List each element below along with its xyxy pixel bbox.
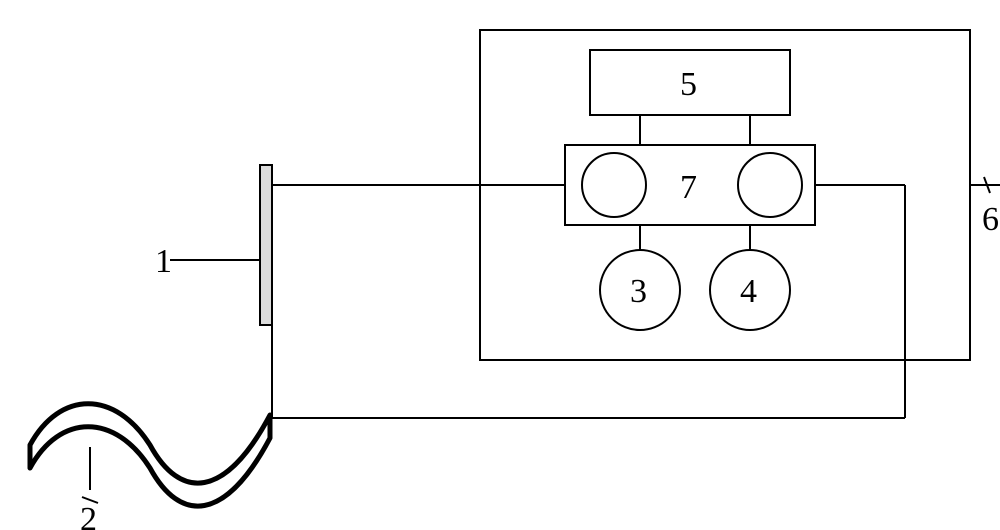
- schematic-diagram: 1 2 3 4 5 6 7: [0, 0, 1000, 530]
- label-3: 3: [630, 273, 647, 310]
- label-5: 5: [680, 66, 697, 103]
- component-1: [260, 165, 272, 325]
- outer-box: [480, 30, 970, 360]
- label-2: 2: [80, 501, 97, 530]
- circle-7a: [582, 153, 646, 217]
- label-1: 1: [155, 243, 172, 280]
- label-6: 6: [982, 201, 999, 238]
- label-4: 4: [740, 273, 757, 310]
- circle-7b: [738, 153, 802, 217]
- label-7: 7: [680, 169, 697, 206]
